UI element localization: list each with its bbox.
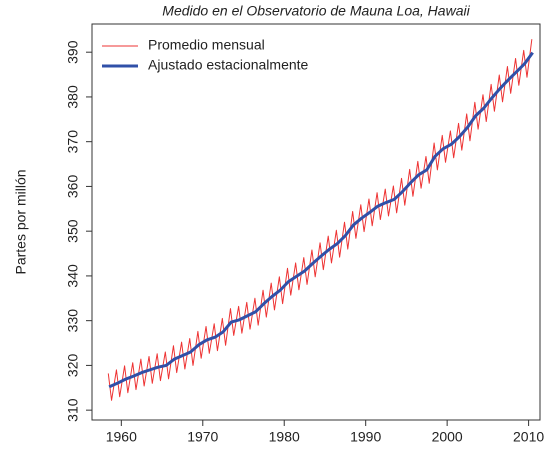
x-tick-label: 1990: [350, 429, 381, 445]
y-tick-label: 310: [65, 398, 81, 422]
plot-frame: [91, 23, 541, 421]
y-tick-label: 340: [65, 264, 81, 288]
series-line: [107, 39, 533, 401]
x-tick-label: 2000: [432, 429, 463, 445]
y-tick-label: 360: [65, 175, 81, 199]
y-tick-label: 380: [65, 85, 81, 109]
y-tick-label: 370: [65, 130, 81, 154]
y-tick-label: 350: [65, 219, 81, 243]
y-tick-label: 330: [65, 309, 81, 333]
y-tick-label: 320: [65, 354, 81, 378]
legend-label: Ajustado estacionalmente: [148, 57, 309, 73]
legend-label: Promedio mensual: [148, 37, 265, 53]
x-tick-label: 2010: [513, 429, 544, 445]
x-tick-label: 1970: [187, 429, 218, 445]
x-tick-label: 1980: [269, 429, 300, 445]
series-line: [108, 51, 534, 389]
y-tick-label: 390: [65, 40, 81, 64]
y-axis-label: Partes por millón: [13, 169, 29, 274]
x-tick-label: 1960: [106, 429, 137, 445]
chart-title: Medido en el Observatorio de Mauna Loa, …: [162, 3, 470, 19]
